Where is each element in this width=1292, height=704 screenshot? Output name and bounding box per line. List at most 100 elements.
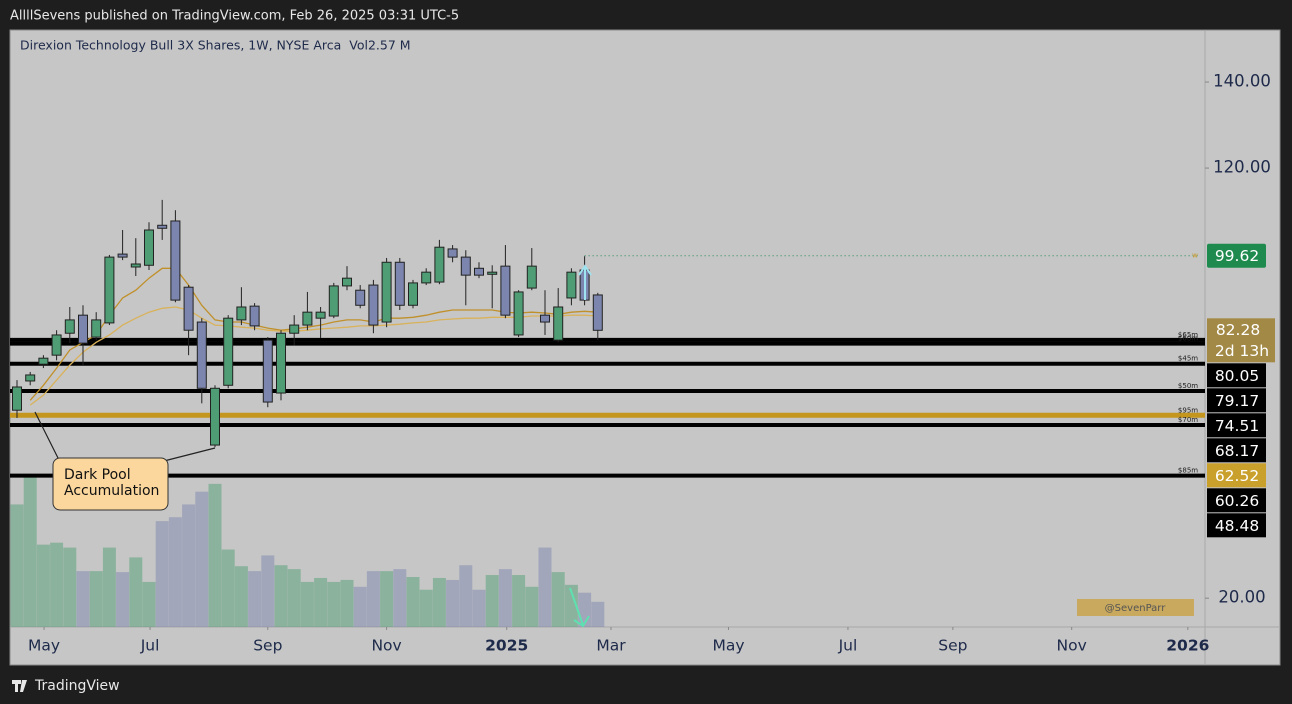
x-tick-label: 2025 — [485, 637, 528, 655]
candle-body — [553, 306, 564, 341]
candle-body — [25, 374, 36, 382]
callout-text: Dark Pool — [64, 467, 131, 483]
volume-bar — [274, 565, 288, 627]
moving-average — [29, 306, 598, 406]
x-tick-label: May — [712, 637, 744, 655]
candle-body — [183, 286, 194, 331]
volume-bar — [23, 477, 37, 627]
candle-body — [566, 271, 577, 299]
volume-bar — [36, 544, 50, 627]
volume-bar — [432, 577, 446, 627]
current-price: 82.28 — [1216, 321, 1260, 339]
x-tick-label: Nov — [1057, 637, 1087, 655]
candle-body — [262, 339, 273, 403]
volume-bar — [168, 517, 182, 627]
volume-legend: Vol2.57 M — [349, 38, 410, 53]
candle-body — [91, 319, 102, 338]
countdown: 2d 13h — [1215, 342, 1269, 360]
candle-body — [11, 386, 22, 411]
callout-pointer — [159, 447, 216, 463]
y-tick-label: 140.00 — [1213, 72, 1271, 91]
level-tag: $65m — [1178, 331, 1198, 339]
candle-body — [143, 229, 154, 266]
volume-bar — [116, 572, 130, 627]
level-tag: $60m — [1178, 335, 1198, 343]
candle-body — [434, 246, 445, 283]
x-tick-label: Jul — [140, 637, 160, 655]
level-tag: $85m — [1178, 467, 1198, 475]
y-tick-label: 120.00 — [1213, 158, 1271, 177]
volume-bar — [446, 579, 460, 627]
watermark-box — [1077, 599, 1194, 616]
x-tick-label: May — [28, 637, 60, 655]
price-label-box — [1207, 463, 1266, 488]
x-tick-label: Sep — [253, 637, 282, 655]
candle-body — [209, 387, 220, 446]
candle-body — [157, 224, 168, 229]
price-label: 99.62 — [1215, 247, 1259, 265]
level-tag: $50m — [1178, 382, 1198, 390]
chart-area — [9, 29, 1281, 666]
candle-body — [315, 311, 326, 319]
volume-bar — [155, 521, 169, 627]
candle-body — [104, 256, 115, 324]
candle-body — [341, 277, 352, 287]
volume-bar — [208, 483, 222, 627]
volume-bar — [353, 586, 367, 627]
arrow-down — [569, 587, 590, 628]
candle-body — [130, 263, 141, 268]
volume-bar — [419, 589, 433, 627]
candle-body — [249, 305, 260, 327]
price-label: 68.17 — [1215, 442, 1259, 460]
candle-body — [421, 271, 432, 284]
volume-bar — [182, 504, 196, 627]
levels-layer: w 99.62 82.28 2d 13h $65m 80.05 $60m 79.17 $45m 7… — [10, 243, 1275, 538]
volume-bar — [485, 575, 499, 627]
volume-bar — [102, 547, 116, 627]
volume-bar — [234, 566, 248, 627]
price-label: 48.48 — [1215, 517, 1259, 535]
candle-body — [355, 289, 366, 306]
x-tick-label: Jul — [838, 637, 858, 655]
price-label: 60.26 — [1215, 492, 1259, 510]
price-label: 80.05 — [1215, 367, 1259, 385]
level-tag: $45m — [1178, 355, 1198, 363]
volume-bar — [551, 572, 565, 627]
price-label: 62.52 — [1215, 467, 1259, 485]
price-label-box — [1207, 438, 1266, 463]
candle-body — [473, 267, 484, 276]
price-label-box — [1207, 243, 1266, 268]
volume-bar — [287, 569, 301, 627]
candle-body — [236, 306, 247, 321]
candle-body — [51, 334, 62, 356]
price-label-box — [1207, 388, 1266, 413]
volume-bar — [406, 577, 420, 627]
current-price-box — [1207, 318, 1275, 363]
x-tick-label: Nov — [371, 637, 401, 655]
volume-bar — [564, 584, 578, 627]
candle-body — [394, 261, 405, 306]
footer-logo: TradingView — [34, 678, 120, 694]
candle-body — [539, 314, 550, 323]
volume-bar — [472, 589, 486, 627]
candle-body — [275, 332, 286, 394]
price-label-box — [1207, 513, 1266, 538]
arrow-up — [578, 264, 592, 300]
candle-body — [447, 248, 458, 258]
volume-bar — [63, 547, 77, 627]
candle-body — [196, 321, 207, 389]
y-tick-label: 20.00 — [1218, 588, 1265, 607]
chart-title: Direxion Technology Bull 3X Shares, 1W, … — [20, 38, 341, 53]
level-tag: $70m — [1178, 416, 1198, 424]
volume-bar — [459, 565, 473, 627]
volume-bar — [50, 542, 64, 627]
candle-body — [381, 261, 392, 323]
volume-bar — [76, 571, 90, 627]
candle-body — [77, 314, 88, 344]
volume-bar — [300, 581, 314, 627]
volume-bar — [538, 547, 552, 627]
candle-body — [592, 294, 603, 331]
callout-box — [52, 457, 169, 511]
price-label-box — [1207, 488, 1266, 513]
volume-bar — [393, 569, 407, 627]
